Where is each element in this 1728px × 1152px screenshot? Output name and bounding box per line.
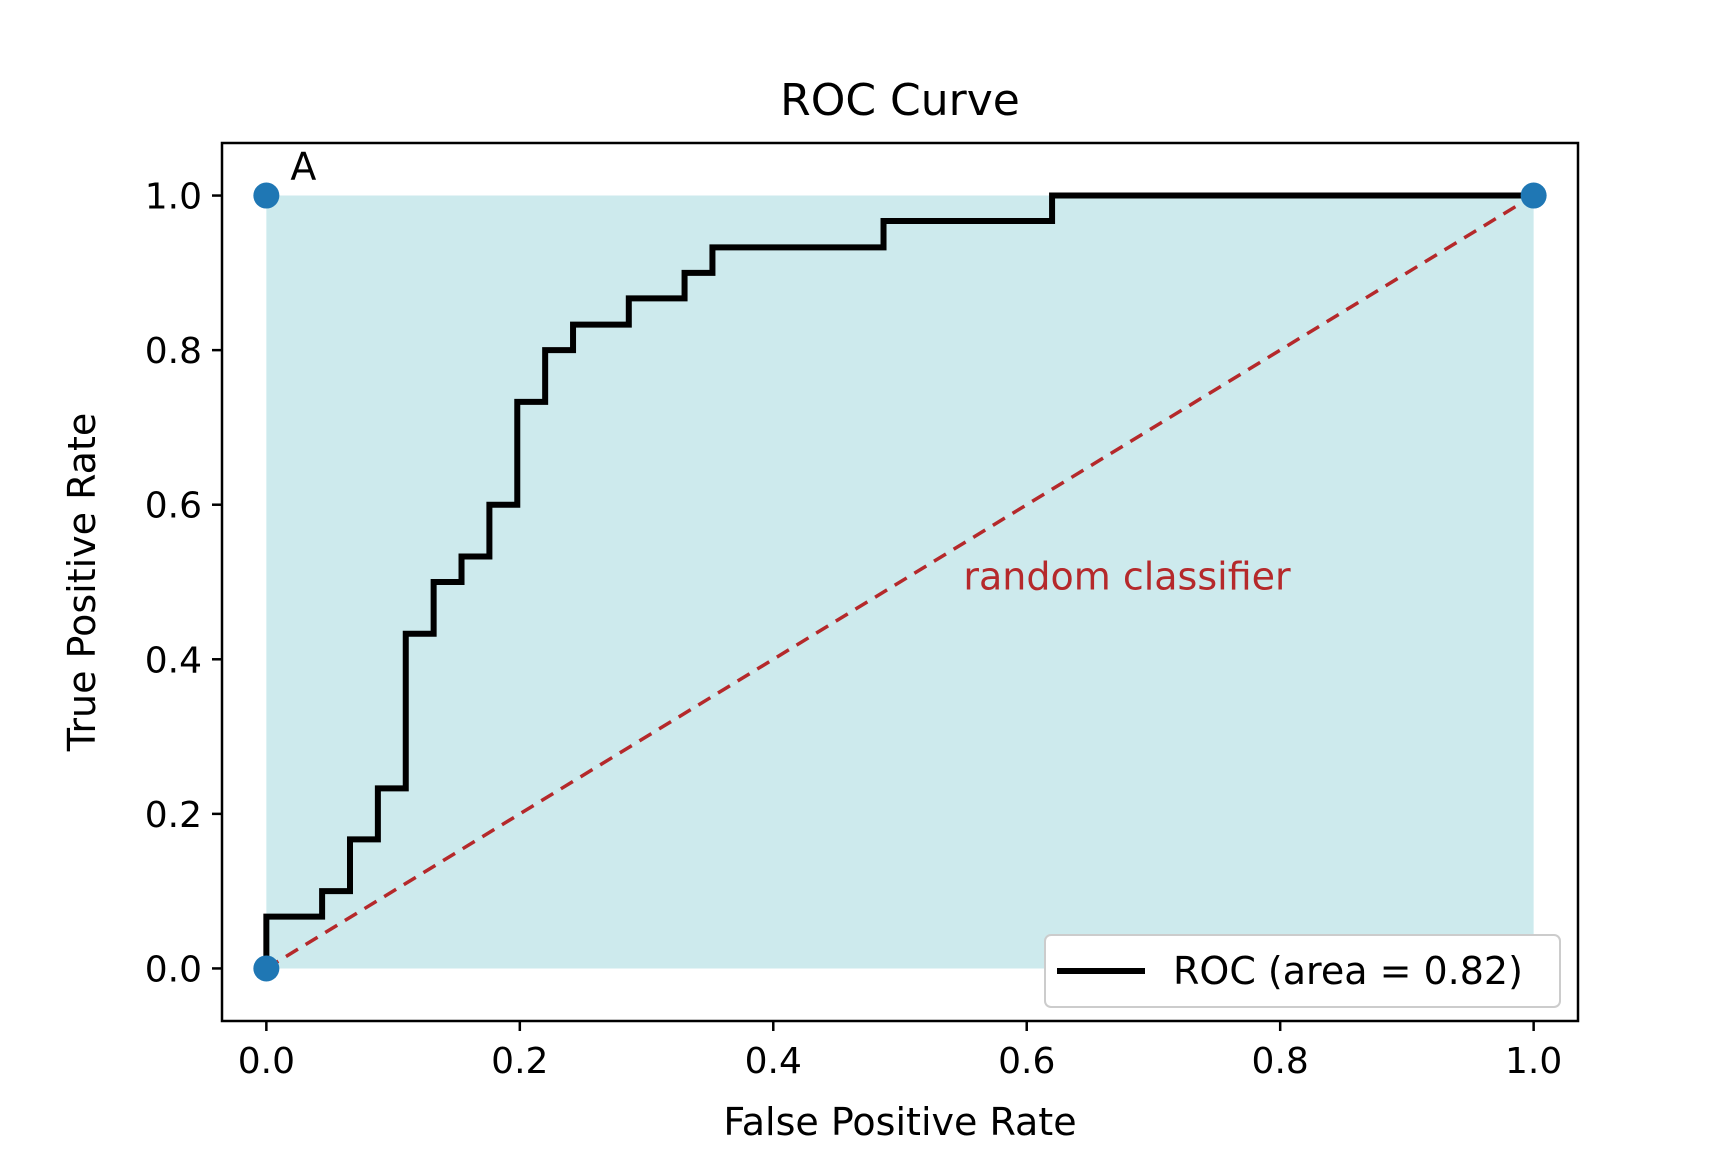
y-tick-label: 0.0: [145, 949, 202, 990]
chart-title: ROC Curve: [780, 75, 1020, 126]
x-tick-label: 0.4: [745, 1041, 802, 1082]
y-axis-ticks: 0.0 0.2 0.4 0.6 0.8 1.0: [145, 177, 222, 990]
x-tick-label: 0.0: [238, 1041, 295, 1082]
legend: ROC (area = 0.82): [1044, 934, 1561, 1008]
axes-frame: [220, 141, 1580, 1023]
x-axis-ticks: 0.0 0.2 0.4 0.6 0.8 1.0: [238, 1021, 1562, 1082]
data-point-2: [1520, 182, 1547, 209]
y-tick-label: 0.2: [145, 795, 202, 836]
legend-label-roc: ROC (area = 0.82): [1173, 949, 1523, 993]
data-point-1: [253, 955, 280, 982]
y-tick-label: 1.0: [145, 177, 202, 218]
roc-curve-line: [263, 192, 1534, 969]
x-tick-label: 0.8: [1252, 1041, 1309, 1082]
point-annotation-label: A: [290, 145, 316, 189]
y-tick-label: 0.8: [145, 331, 202, 372]
data-point-0: [253, 182, 280, 209]
plot-area: random classifier A: [220, 141, 1580, 1023]
x-tick-label: 0.2: [491, 1041, 548, 1082]
random-classifier-label: random classifier: [963, 555, 1291, 599]
y-tick-label: 0.6: [145, 486, 202, 527]
x-tick-label: 0.6: [998, 1041, 1055, 1082]
points-layer: A: [253, 145, 1547, 982]
random-classifier-line: [265, 194, 1535, 970]
y-axis-label: True Positive Rate: [60, 413, 104, 753]
x-tick-label: 1.0: [1505, 1041, 1562, 1082]
y-tick-label: 0.4: [145, 640, 202, 681]
legend-box: [1044, 934, 1561, 1008]
x-axis-label: False Positive Rate: [723, 1100, 1076, 1144]
